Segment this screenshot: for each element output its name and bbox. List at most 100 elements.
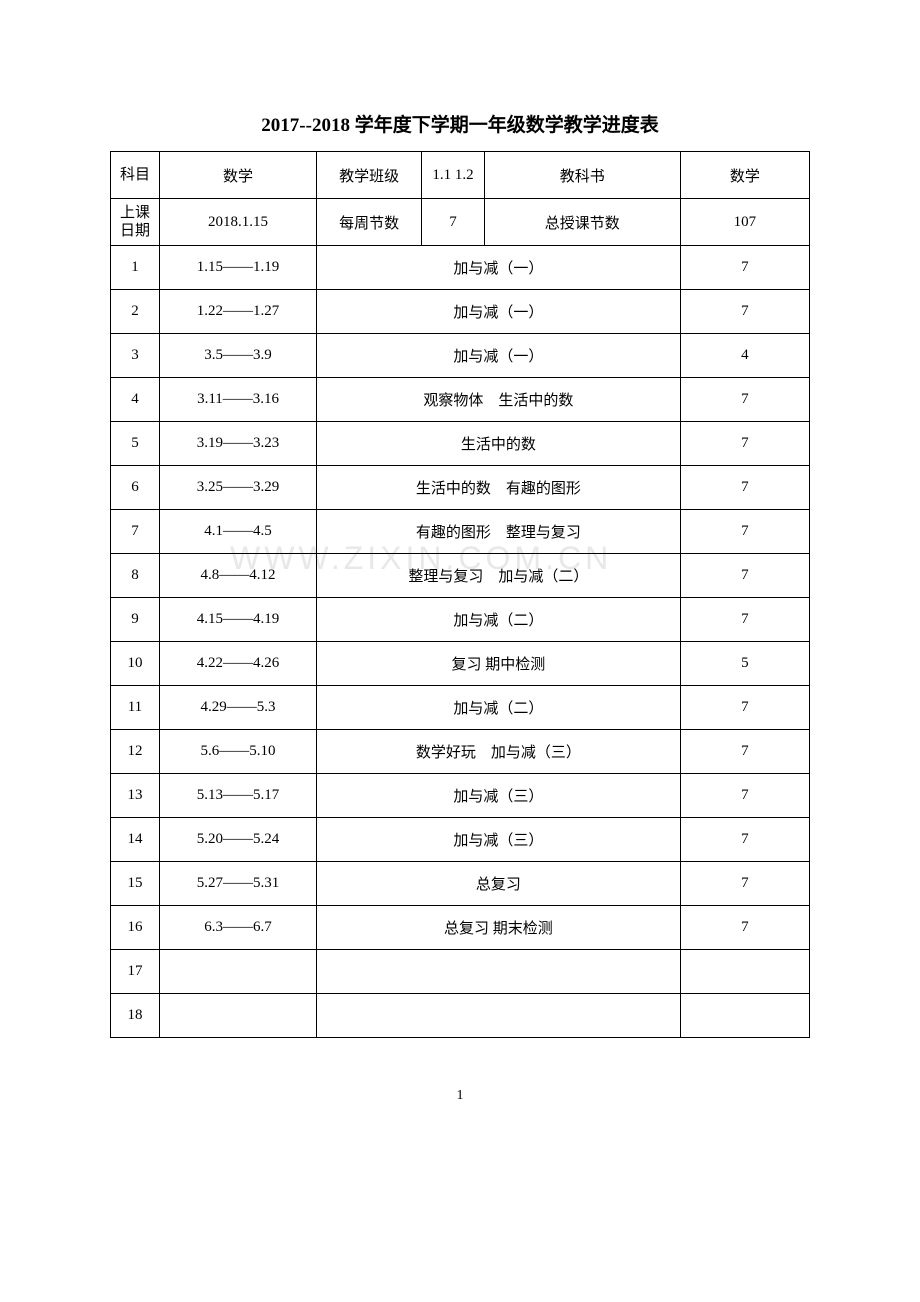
row-number: 8 xyxy=(111,554,160,598)
header-total-value: 107 xyxy=(680,199,809,246)
row-number: 1 xyxy=(111,246,160,290)
row-number: 2 xyxy=(111,290,160,334)
row-content: 复习 期中检测 xyxy=(317,642,680,686)
table-row: 155.27——5.31总复习7 xyxy=(111,862,810,906)
table-row: 74.1——4.5有趣的图形 整理与复习7 xyxy=(111,510,810,554)
row-number: 12 xyxy=(111,730,160,774)
row-content: 加与减（二） xyxy=(317,598,680,642)
row-date: 5.27——5.31 xyxy=(159,862,316,906)
table-row: 135.13——5.17加与减（三）7 xyxy=(111,774,810,818)
table-header-row-1: 科目 数学 教学班级 1.1 1.2 教科书 数学 xyxy=(111,152,810,199)
header-subject-value: 数学 xyxy=(159,152,316,199)
row-content: 生活中的数 xyxy=(317,422,680,466)
table-row: 94.15——4.19加与减（二）7 xyxy=(111,598,810,642)
row-count: 7 xyxy=(680,378,809,422)
row-content: 加与减（三） xyxy=(317,774,680,818)
row-content: 总复习 xyxy=(317,862,680,906)
header-subject-label: 科目 xyxy=(111,152,160,199)
row-date: 4.1——4.5 xyxy=(159,510,316,554)
row-count: 7 xyxy=(680,466,809,510)
schedule-table: 科目 数学 教学班级 1.1 1.2 教科书 数学 上课日期 2018.1.15… xyxy=(110,151,810,1038)
row-count: 7 xyxy=(680,774,809,818)
table-row: 33.5——3.9加与减（一）4 xyxy=(111,334,810,378)
table-row: 104.22——4.26复习 期中检测5 xyxy=(111,642,810,686)
row-date: 3.11——3.16 xyxy=(159,378,316,422)
row-date: 5.6——5.10 xyxy=(159,730,316,774)
table-row: 53.19——3.23生活中的数7 xyxy=(111,422,810,466)
header-perweek-value: 7 xyxy=(422,199,485,246)
row-number: 17 xyxy=(111,950,160,994)
page-number: 1 xyxy=(110,1088,810,1104)
row-date: 4.15——4.19 xyxy=(159,598,316,642)
header-startdate-label: 上课日期 xyxy=(111,199,160,246)
row-date: 5.20——5.24 xyxy=(159,818,316,862)
header-startdate-value: 2018.1.15 xyxy=(159,199,316,246)
row-content: 整理与复习 加与减（二） xyxy=(317,554,680,598)
row-number: 11 xyxy=(111,686,160,730)
row-number: 3 xyxy=(111,334,160,378)
row-count: 7 xyxy=(680,510,809,554)
row-date: 1.22——1.27 xyxy=(159,290,316,334)
row-count: 7 xyxy=(680,598,809,642)
row-content xyxy=(317,950,680,994)
table-row: 84.8——4.12整理与复习 加与减（二）7 xyxy=(111,554,810,598)
header-textbook-label: 教科书 xyxy=(484,152,680,199)
table-row: 114.29——5.3加与减（二）7 xyxy=(111,686,810,730)
row-date: 6.3——6.7 xyxy=(159,906,316,950)
row-content: 加与减（二） xyxy=(317,686,680,730)
row-date xyxy=(159,994,316,1038)
row-number: 5 xyxy=(111,422,160,466)
table-row: 125.6——5.10数学好玩 加与减（三）7 xyxy=(111,730,810,774)
table-row: 18 xyxy=(111,994,810,1038)
row-count: 7 xyxy=(680,686,809,730)
row-count: 7 xyxy=(680,422,809,466)
row-content: 加与减（一） xyxy=(317,334,680,378)
page-title: 2017--2018 学年度下学期一年级数学教学进度表 xyxy=(110,110,810,137)
table-row: 21.22——1.27加与减（一）7 xyxy=(111,290,810,334)
row-count: 7 xyxy=(680,730,809,774)
row-content: 加与减（一） xyxy=(317,246,680,290)
row-count: 7 xyxy=(680,554,809,598)
row-content: 生活中的数 有趣的图形 xyxy=(317,466,680,510)
row-date xyxy=(159,950,316,994)
header-class-label: 教学班级 xyxy=(317,152,422,199)
header-class-value: 1.1 1.2 xyxy=(422,152,485,199)
row-number: 13 xyxy=(111,774,160,818)
row-count: 7 xyxy=(680,290,809,334)
header-textbook-value: 数学 xyxy=(680,152,809,199)
row-count: 7 xyxy=(680,818,809,862)
row-number: 18 xyxy=(111,994,160,1038)
row-content xyxy=(317,994,680,1038)
row-number: 6 xyxy=(111,466,160,510)
table-row: 17 xyxy=(111,950,810,994)
row-count xyxy=(680,950,809,994)
row-number: 4 xyxy=(111,378,160,422)
row-count: 7 xyxy=(680,246,809,290)
row-content: 加与减（一） xyxy=(317,290,680,334)
row-date: 3.5——3.9 xyxy=(159,334,316,378)
row-content: 总复习 期末检测 xyxy=(317,906,680,950)
row-date: 4.29——5.3 xyxy=(159,686,316,730)
row-count: 7 xyxy=(680,862,809,906)
row-count: 5 xyxy=(680,642,809,686)
row-date: 1.15——1.19 xyxy=(159,246,316,290)
table-row: 166.3——6.7总复习 期末检测7 xyxy=(111,906,810,950)
header-perweek-label: 每周节数 xyxy=(317,199,422,246)
table-row: 43.11——3.16观察物体 生活中的数7 xyxy=(111,378,810,422)
row-number: 16 xyxy=(111,906,160,950)
header-total-label: 总授课节数 xyxy=(484,199,680,246)
row-number: 10 xyxy=(111,642,160,686)
row-count: 4 xyxy=(680,334,809,378)
row-number: 15 xyxy=(111,862,160,906)
row-count xyxy=(680,994,809,1038)
row-content: 数学好玩 加与减（三） xyxy=(317,730,680,774)
row-content: 加与减（三） xyxy=(317,818,680,862)
row-date: 5.13——5.17 xyxy=(159,774,316,818)
row-number: 14 xyxy=(111,818,160,862)
table-row: 11.15——1.19加与减（一）7 xyxy=(111,246,810,290)
row-date: 3.25——3.29 xyxy=(159,466,316,510)
row-content: 有趣的图形 整理与复习 xyxy=(317,510,680,554)
table-header-row-2: 上课日期 2018.1.15 每周节数 7 总授课节数 107 xyxy=(111,199,810,246)
row-number: 7 xyxy=(111,510,160,554)
table-row: 63.25——3.29生活中的数 有趣的图形7 xyxy=(111,466,810,510)
